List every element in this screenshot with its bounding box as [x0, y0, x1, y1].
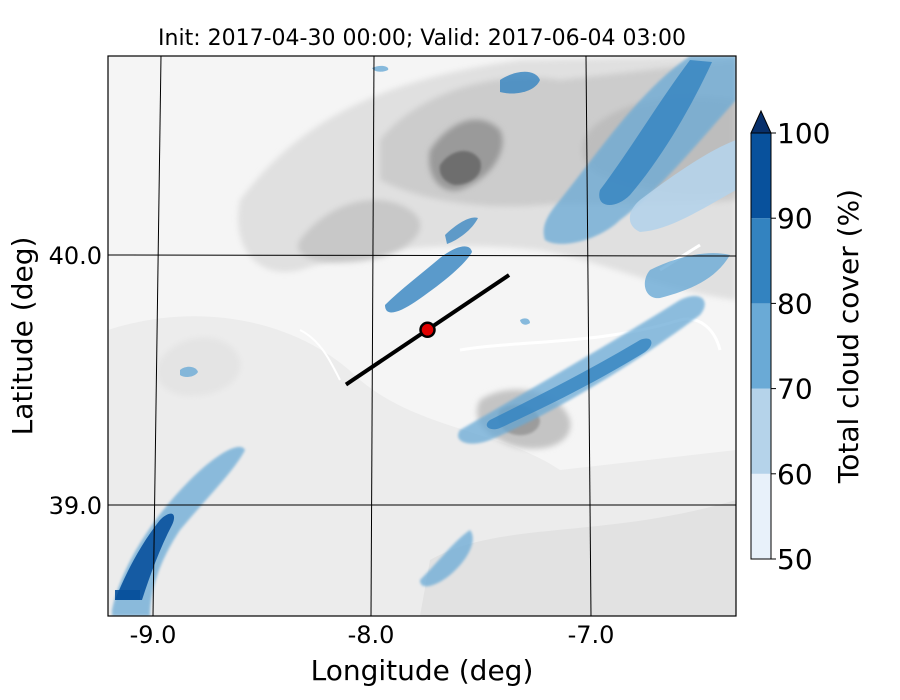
- lon-tick-label: -7.0: [568, 621, 615, 649]
- parallel-40: [108, 254, 736, 257]
- colorbar-segment: [751, 388, 771, 474]
- cloud-streak-central-2: [445, 217, 478, 244]
- terrain-peak-2: [439, 150, 481, 185]
- map-frame: [107, 55, 737, 617]
- colorbar-extend-arrow: [750, 109, 772, 134]
- colorbar-tick-label: 70: [777, 373, 813, 406]
- colorbar-tick-label: 60: [777, 458, 813, 491]
- cloud-speck-3: [372, 65, 389, 72]
- colorbar-segment: [751, 218, 771, 304]
- location-marker: [419, 321, 436, 339]
- terrain-ridge-west: [298, 200, 421, 263]
- graticule: [108, 56, 736, 616]
- colorbar-tick-label: 80: [777, 287, 813, 320]
- cloud-layer: [112, 56, 736, 616]
- terrain-hill-west: [156, 337, 241, 396]
- cloud-patch-n: [500, 71, 540, 94]
- colorbar-segment: [751, 133, 771, 219]
- cloud-band-s: [420, 530, 473, 587]
- colorbar-tick-label: 50: [777, 543, 813, 576]
- y-axis-label: Latitude (deg): [6, 237, 39, 436]
- x-axis-label: Longitude (deg): [311, 654, 534, 687]
- cloud-band-se-core: [486, 338, 652, 430]
- cloud-band-sw-core-2: [115, 590, 140, 600]
- colorbar-frame: [750, 132, 772, 560]
- colorbar: 50 60 70 80 90 100: [750, 109, 830, 576]
- cloud-band-ne-core: [599, 60, 712, 206]
- cloud-speck-2: [520, 318, 530, 325]
- meridian-9: [152, 56, 162, 616]
- terrain-south: [420, 500, 736, 616]
- cloud-band-sw-core: [115, 513, 175, 600]
- river-west: [299, 329, 341, 381]
- plot-title: Init: 2017-04-30 00:00; Valid: 2017-06-0…: [158, 26, 686, 51]
- cloud-band-ne-edge: [629, 140, 736, 232]
- lat-tick-label: 40.0: [49, 242, 102, 270]
- meridian-7: [585, 56, 592, 616]
- colorbar-segment: [751, 473, 771, 559]
- meridian-8: [370, 56, 375, 616]
- cloud-streak-central: [385, 246, 472, 313]
- colorbar-tick-label: 90: [777, 202, 813, 235]
- colorbar-tick-label: 100: [777, 117, 830, 150]
- colorbar-segment: [751, 303, 771, 389]
- cloud-patch-e: [644, 253, 730, 299]
- lat-tick-label: 39.0: [49, 492, 102, 520]
- lon-tick-label: -8.0: [348, 621, 395, 649]
- lon-tick-label: -9.0: [130, 621, 177, 649]
- colorbar-label: Total cloud cover (%): [832, 189, 865, 484]
- cloud-speck-1: [180, 366, 198, 377]
